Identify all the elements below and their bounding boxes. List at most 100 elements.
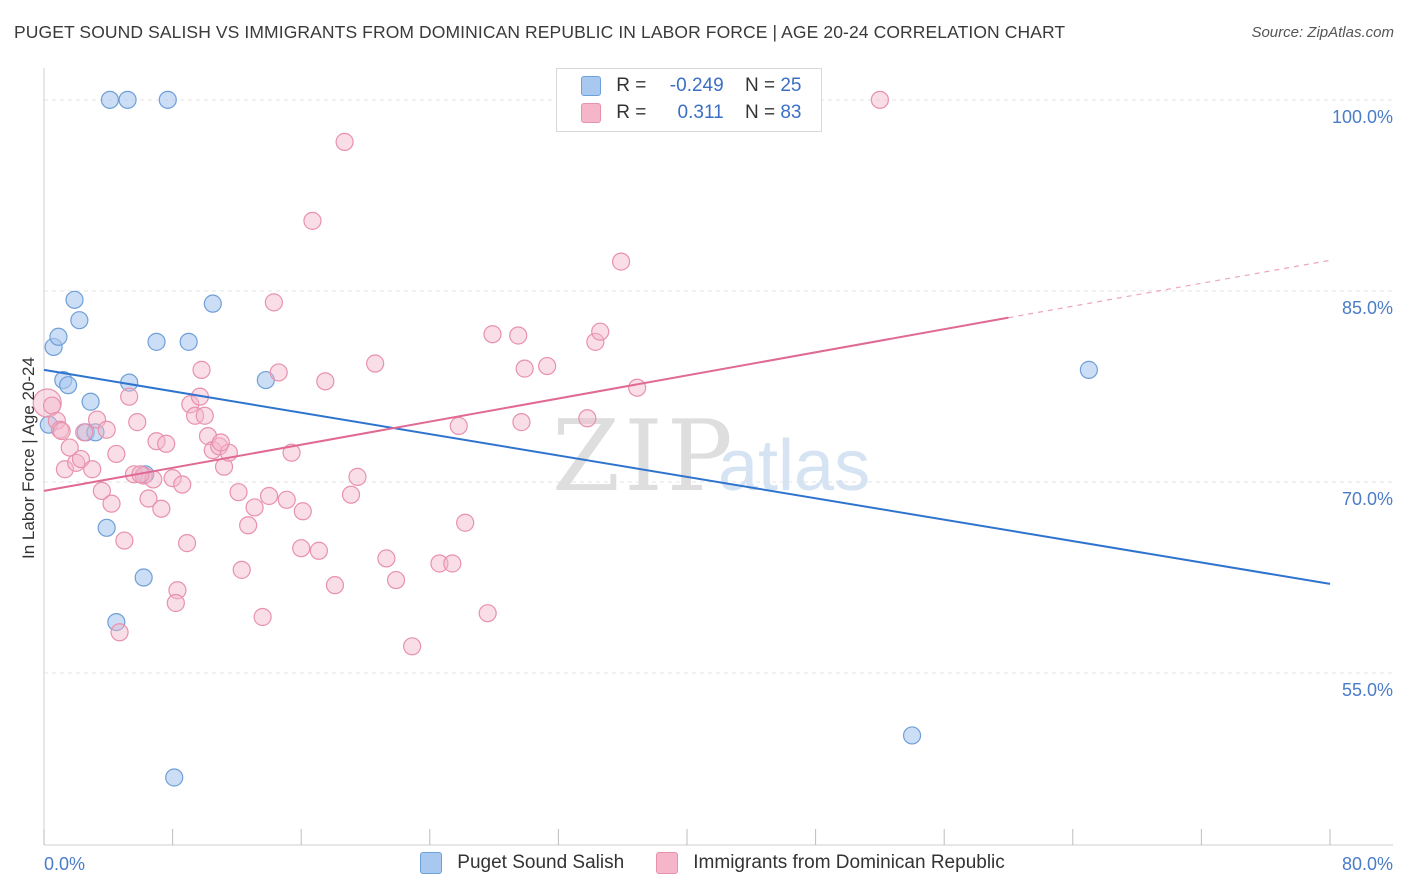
data-point-dominican	[163, 469, 182, 488]
legend-n-value: 25	[780, 75, 802, 96]
data-point-salish	[59, 376, 78, 395]
legend-r-value: 0.311	[677, 102, 724, 123]
data-point-dominican	[173, 475, 192, 494]
data-point-dominican	[52, 421, 71, 441]
data-point-salish	[902, 726, 922, 745]
data-point-dominican	[42, 396, 62, 415]
y-axis-label: In Labor Force | Age 20-24	[19, 357, 38, 559]
legend-n-label: N =	[744, 102, 776, 123]
watermark: ZIP atlas	[552, 400, 870, 514]
data-point-dominican	[316, 372, 335, 391]
data-point-dominican	[483, 325, 502, 344]
data-point-dominican	[269, 363, 288, 382]
legend-swatch-blue	[581, 75, 601, 96]
data-point-dominican	[239, 516, 258, 535]
bottom-legend-label-salish: Puget Sound Salish	[457, 852, 625, 874]
data-point-dominican	[348, 467, 367, 486]
axes	[43, 68, 1393, 846]
legend-n-label: N =	[744, 75, 776, 96]
data-point-dominican	[377, 549, 396, 568]
data-point-dominican	[152, 499, 171, 518]
data-point-dominican	[538, 356, 557, 376]
y-tick-label: 100.0%	[1332, 107, 1393, 127]
data-point-salish	[147, 332, 166, 351]
data-point-salish	[1079, 360, 1098, 379]
trend-line-dominican	[43, 316, 1009, 492]
data-point-salish	[165, 768, 184, 787]
data-point-dominican	[325, 576, 345, 595]
data-point-dominican	[32, 388, 62, 418]
data-point-dominican	[512, 413, 531, 432]
data-point-dominican	[586, 332, 605, 351]
series-puget-sound-salish-points	[39, 90, 1098, 787]
data-point-dominican	[195, 406, 214, 425]
y-tick-label: 70.0%	[1342, 489, 1393, 509]
data-point-dominican	[259, 486, 279, 506]
data-point-dominican	[303, 211, 322, 230]
data-point-salish	[118, 90, 137, 109]
data-point-dominican	[335, 132, 354, 151]
data-point-salish	[70, 311, 89, 330]
legend-row-salish: R = -0.249 N = 25	[581, 75, 801, 99]
bottom-legend-swatch-pink	[656, 852, 678, 874]
data-point-dominican	[186, 406, 205, 425]
data-point-dominican	[83, 460, 102, 479]
trend-line-dominican-extension	[1008, 259, 1331, 319]
bottom-legend-swatch-blue	[420, 852, 442, 874]
data-point-dominican	[515, 359, 534, 378]
source-credit: Source: ZipAtlas.com	[1251, 24, 1394, 41]
data-point-salish	[65, 290, 84, 309]
data-point-dominican	[293, 502, 312, 521]
data-point-dominican	[128, 413, 147, 432]
data-point-dominican	[192, 360, 211, 379]
data-point-dominican	[292, 539, 311, 558]
data-point-dominican	[509, 326, 528, 345]
data-point-dominican	[107, 444, 126, 464]
x-tick-label-min: 0.0%	[44, 854, 85, 874]
data-point-dominican	[611, 252, 631, 271]
data-point-dominican	[449, 416, 468, 436]
data-point-dominican	[403, 637, 422, 656]
data-point-salish	[100, 90, 120, 109]
legend-swatch-pink	[581, 102, 601, 123]
data-point-dominican	[430, 554, 449, 573]
data-point-dominican	[92, 481, 111, 500]
data-point-dominican	[157, 434, 176, 453]
data-point-salish	[203, 294, 222, 313]
chart-title: PUGET SOUND SALISH VS IMMIGRANTS FROM DO…	[14, 22, 1066, 42]
bottom-legend-salish: Puget Sound Salish	[420, 852, 624, 874]
data-point-salish	[81, 392, 100, 411]
series-dominican-republic-points	[32, 90, 890, 656]
x-tick-label-max: 80.0%	[1342, 854, 1393, 874]
data-point-salish	[158, 90, 177, 109]
data-point-dominican	[341, 485, 361, 504]
legend-row-dominican: R = 0.311 N = 83	[581, 102, 801, 126]
watermark-zip: ZIP	[552, 400, 737, 514]
trend-line-salish	[43, 368, 1331, 585]
y-tick-label: 85.0%	[1342, 298, 1393, 318]
legend-r-value: -0.249	[669, 75, 724, 96]
data-point-dominican	[60, 438, 79, 457]
data-point-dominican	[366, 354, 385, 373]
legend-n-value: 83	[780, 102, 802, 123]
data-point-dominican	[478, 604, 497, 623]
legend-r-label: R =	[616, 75, 647, 96]
data-point-dominican	[55, 460, 74, 479]
data-point-dominican	[120, 387, 139, 406]
data-point-dominican	[309, 541, 328, 560]
data-point-dominican	[177, 534, 197, 553]
data-point-salish	[134, 568, 153, 587]
bottom-legend-label-dominican: Immigrants from Dominican Republic	[693, 852, 1005, 874]
data-point-dominican	[386, 570, 406, 590]
data-point-salish	[97, 518, 116, 537]
data-point-dominican	[229, 483, 248, 502]
data-point-dominican	[870, 90, 890, 109]
y-tick-labels: 55.0% 70.0% 85.0% 100.0%	[1332, 107, 1393, 700]
data-point-dominican	[110, 623, 129, 642]
data-point-dominican	[115, 531, 134, 550]
data-point-dominican	[102, 494, 121, 513]
data-point-dominican	[282, 443, 301, 462]
data-point-dominican	[578, 409, 597, 428]
bottom-legend-dominican: Immigrants from Dominican Republic	[656, 852, 1005, 874]
legend-r-label: R =	[616, 102, 647, 123]
